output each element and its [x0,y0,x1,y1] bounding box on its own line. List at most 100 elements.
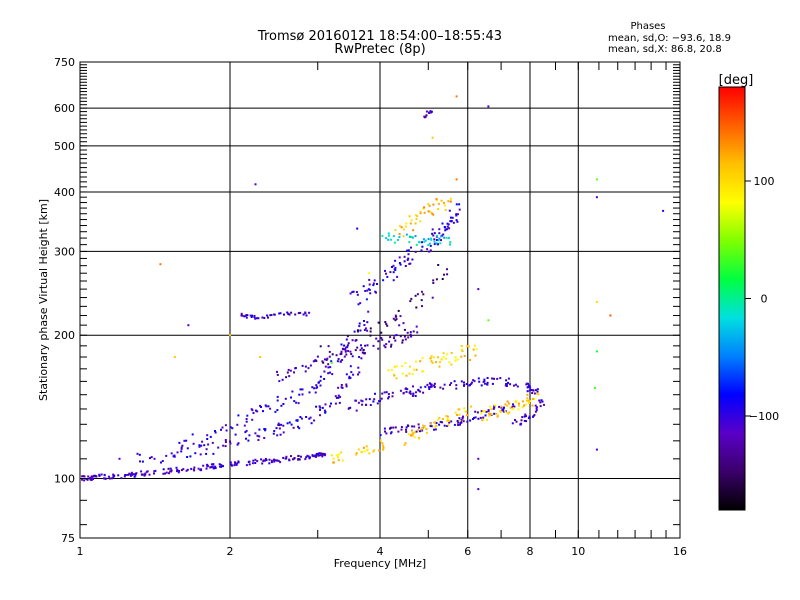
echo-point [369,327,372,330]
echo-point [428,382,431,385]
echo-point [330,361,333,364]
echo-point [477,377,480,380]
echo-point [262,459,265,462]
echo-point [381,442,384,445]
echo-point [444,209,447,211]
echo-point [319,408,321,411]
echo-point [412,330,415,333]
echo-point [256,460,259,463]
echo-point [154,469,157,472]
legend-line-o: mean, sd,O: −93.6, 18.9 [608,33,731,44]
echo-point [276,409,279,412]
echo-point [503,406,505,409]
echo-point [259,404,262,407]
echo-point [443,424,446,427]
echo-point [502,407,505,410]
echo-point [480,410,483,413]
echo-point [286,371,289,374]
echo-point [164,472,167,475]
echo-point [264,459,266,462]
echo-point [248,463,251,466]
grid-lines [80,62,680,538]
echo-point [255,409,257,412]
legend-line-x: mean, sd,X: 86.8, 20.8 [608,44,722,55]
echo-point [455,219,458,222]
echo-point [471,381,473,384]
echo-point [483,410,486,413]
echo-point [234,461,236,464]
echo-point [331,353,334,356]
echo-point [480,384,483,387]
echo-point [463,355,466,357]
echo-point [468,384,471,387]
echo-point [180,469,183,472]
echo-point [528,415,531,418]
echo-point [328,355,331,358]
echo-point [493,404,496,407]
echo-point [374,290,377,293]
echo-point [361,400,364,403]
echo-point [448,419,451,422]
echo-point [241,314,244,317]
echo-point [276,395,279,398]
echo-point [346,335,349,338]
echo-point [357,303,360,306]
echo-point [498,405,501,408]
echo-point [357,366,360,369]
echo-point [505,385,508,387]
echo-point [443,204,446,207]
echo-point [428,204,431,207]
echo-point [327,366,330,369]
echo-point [313,387,316,390]
echo-point [410,219,413,222]
echo-point [193,466,196,469]
echo-point [186,456,189,458]
echo-point [438,423,441,426]
echo-point [237,461,240,464]
echo-point [335,396,338,399]
echo-point [376,283,378,285]
echo-point [486,381,489,384]
echo-point [245,464,248,467]
colorbar-ticks: 100 0 −100 [745,175,779,423]
echo-point [206,434,209,437]
echo-point [305,416,308,418]
echo-point [175,466,178,469]
echo-point [505,379,508,382]
echo-point [454,356,457,359]
echo-point [432,203,435,206]
echo-point [243,424,246,427]
echo-point [276,434,279,437]
echo-point [365,298,368,301]
echo-point [81,478,84,481]
echo-point [397,239,399,241]
echo-point [405,222,408,225]
echo-point [264,457,267,460]
echo-point [384,321,387,323]
echo-point [254,432,257,435]
echo-point [349,292,352,295]
echo-point [282,456,285,459]
echo-point [477,457,480,460]
echo-point [254,462,257,464]
echo-point [361,403,364,406]
echo-point [441,421,444,424]
echo-point [539,401,542,404]
colorbar-tick-label: 0 [761,293,768,306]
echo-point [218,463,221,466]
echo-point [205,467,208,470]
echo-point [429,211,432,214]
echo-point [529,400,532,402]
echo-point [433,384,436,387]
echo-point [415,306,418,309]
echo-point [104,477,107,480]
echo-point [504,384,507,387]
echo-point [298,427,301,430]
echo-point [407,433,410,436]
echo-point [535,407,538,410]
echo-point [229,442,232,445]
echo-point [234,462,237,465]
echo-point [301,393,304,396]
echo-point [85,478,88,481]
echo-point [263,317,266,319]
